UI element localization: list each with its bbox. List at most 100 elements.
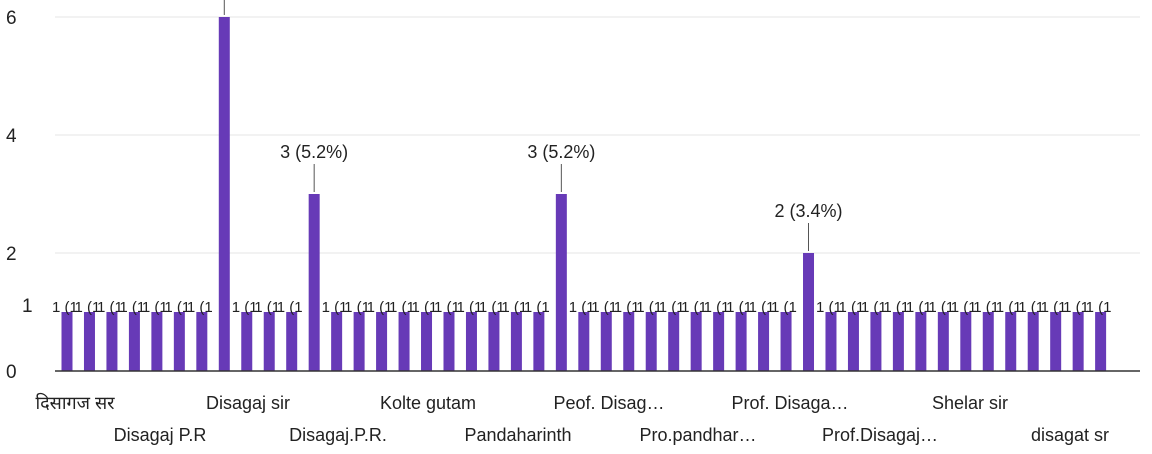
bar: [847, 312, 859, 371]
small-data-label: 1 (1: [726, 299, 752, 316]
bar: [623, 312, 635, 371]
x-category-label: Disagaj.P.R.: [289, 425, 387, 445]
small-data-label: 1 (1: [142, 299, 168, 316]
bar: [1050, 312, 1062, 371]
x-category-label: Kolte gutam: [380, 393, 476, 413]
bar: [600, 312, 612, 371]
small-data-label: 1 (1: [1086, 299, 1112, 316]
small-data-label: 1 (1: [749, 299, 775, 316]
x-category-label: Pandaharinth: [464, 425, 571, 445]
data-label: 2 (3.4%): [774, 201, 842, 221]
small-data-label: 1 (1: [838, 299, 864, 316]
bar: [353, 312, 365, 371]
small-data-label: 1 (1: [861, 299, 887, 316]
small-data-label: 1 (1: [973, 299, 999, 316]
small-data-label: 1 (1: [996, 299, 1022, 316]
small-data-label: 1 (1: [74, 299, 100, 316]
bar: [1005, 312, 1017, 371]
bar: [218, 17, 230, 371]
bar: [286, 312, 298, 371]
small-data-label: 1 (1: [119, 299, 145, 316]
small-data-label: 1 (1: [524, 299, 550, 316]
bar: [128, 312, 140, 371]
small-data-label: 1 (1: [277, 299, 303, 316]
bar: [443, 312, 455, 371]
bar: [488, 312, 500, 371]
small-data-label: 1 (1: [254, 299, 280, 316]
bar: [780, 312, 792, 371]
small-data-label: 1 (1: [816, 299, 842, 316]
bar: [758, 312, 770, 371]
small-data-label: 1 (1: [456, 299, 482, 316]
small-data-label: 1 (1: [52, 299, 78, 316]
x-category-label: Prof.Disagaj…: [822, 425, 938, 445]
small-data-label: 1 (1: [164, 299, 190, 316]
small-data-label: 1 (1: [232, 299, 258, 316]
bar: [578, 312, 590, 371]
small-data-label: 1 (1: [1063, 299, 1089, 316]
bar: [398, 312, 410, 371]
bar: [937, 312, 949, 371]
bar: [892, 312, 904, 371]
bar: [915, 312, 927, 371]
y-tick-label: 0: [6, 362, 17, 383]
bar: [61, 312, 73, 371]
small-data-label: 1 (1: [704, 299, 730, 316]
bar: [735, 312, 747, 371]
small-data-label: 1 (1: [951, 299, 977, 316]
small-data-label: 1 (1: [344, 299, 370, 316]
y-tick-label: 4: [6, 126, 17, 147]
x-category-label: Disagaj sir: [206, 393, 290, 413]
small-data-label: 1 (1: [434, 299, 460, 316]
bar: [668, 312, 680, 371]
bar: [331, 312, 343, 371]
small-data-label: 1 (1: [636, 299, 662, 316]
bar: [263, 312, 275, 371]
x-category-label: Peof. Disag…: [553, 393, 664, 413]
bar: [690, 312, 702, 371]
bar: [825, 312, 837, 371]
bar: [533, 312, 545, 371]
data-label: 3 (5.2%): [280, 142, 348, 162]
small-data-label: 1 (1: [883, 299, 909, 316]
bar: [870, 312, 882, 371]
bar: [376, 312, 388, 371]
bar: [1072, 312, 1084, 371]
y-tick-label: 2: [6, 244, 17, 265]
small-data-label: 1 (1: [1018, 299, 1044, 316]
bar: [645, 312, 657, 371]
bar: [308, 194, 320, 371]
small-data-label: 1 (1: [187, 299, 213, 316]
bar: [960, 312, 972, 371]
x-category-label: Prof. Disaga…: [731, 393, 848, 413]
small-data-label: 1 (1: [569, 299, 595, 316]
x-category-label: Shelar sir: [932, 393, 1008, 413]
bar: [241, 312, 253, 371]
small-data-label: 1 (1: [97, 299, 123, 316]
small-data-label: 1 (1: [1041, 299, 1067, 316]
small-data-label: 1 (1: [928, 299, 954, 316]
bar: [173, 312, 185, 371]
bar: [421, 312, 433, 371]
bar: [1095, 312, 1107, 371]
small-data-label: 1: [22, 296, 33, 317]
bar: [83, 312, 95, 371]
small-data-label: 1 (1: [389, 299, 415, 316]
small-data-label: 1 (1: [367, 299, 393, 316]
bar: [151, 312, 163, 371]
bar: [196, 312, 208, 371]
small-data-label: 1 (1: [479, 299, 505, 316]
small-data-label: 1 (1: [906, 299, 932, 316]
bar: [982, 312, 994, 371]
x-category-label: Pro.pandhar…: [639, 425, 756, 445]
bar: [510, 312, 522, 371]
data-label: 3 (5.2%): [527, 142, 595, 162]
small-data-label: 1 (1: [501, 299, 527, 316]
small-data-label: 1 (1: [681, 299, 707, 316]
x-category-label: दिसागज सर: [35, 392, 115, 413]
bar: [713, 312, 725, 371]
small-data-label: 1 (1: [591, 299, 617, 316]
bar: [106, 312, 118, 371]
